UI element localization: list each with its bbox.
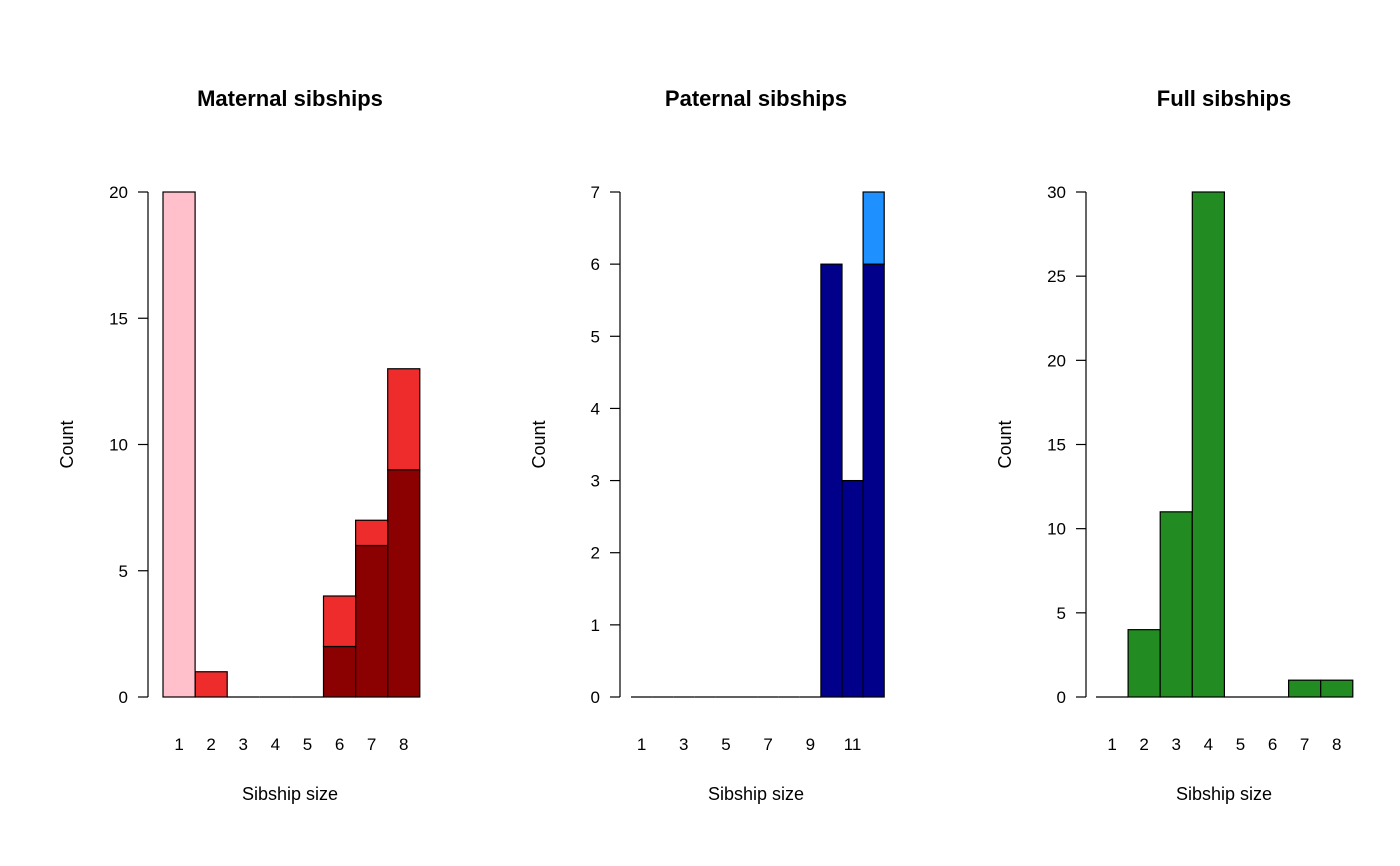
panel-title: Maternal sibships xyxy=(197,86,383,111)
y-tick-label: 4 xyxy=(591,399,600,418)
x-tick-label: 7 xyxy=(1300,735,1309,754)
y-tick-label: 20 xyxy=(1047,351,1066,370)
y-tick-label: 25 xyxy=(1047,267,1066,286)
x-tick-label: 4 xyxy=(1204,735,1213,754)
x-tick-label: 1 xyxy=(1107,735,1116,754)
x-tick-label: 2 xyxy=(206,735,215,754)
y-tick-label: 1 xyxy=(591,616,600,635)
y-tick-label: 3 xyxy=(591,472,600,491)
y-tick-label: 0 xyxy=(591,688,600,707)
bar-3-series-1 xyxy=(1159,511,1193,698)
y-tick-label: 0 xyxy=(1057,688,1066,707)
panel-title: Paternal sibships xyxy=(665,86,847,111)
y-tick-label: 5 xyxy=(119,562,128,581)
y-tick-label: 0 xyxy=(119,688,128,707)
x-axis-label: Sibship size xyxy=(708,784,804,804)
y-tick-label: 15 xyxy=(109,309,128,328)
y-tick-label: 2 xyxy=(591,544,600,563)
bar-8-series-1 xyxy=(1320,679,1354,698)
bar-7-series-1 xyxy=(1287,679,1322,698)
bar-11-series-1 xyxy=(841,479,864,698)
x-tick-label: 6 xyxy=(335,735,344,754)
x-tick-label: 11 xyxy=(844,735,862,754)
y-tick-label: 7 xyxy=(591,183,600,202)
x-tick-label: 2 xyxy=(1139,735,1148,754)
x-tick-label: 8 xyxy=(399,735,408,754)
bar-8-series-1 xyxy=(387,469,421,698)
bar-8-series-2 xyxy=(387,368,421,471)
y-tick-label: 5 xyxy=(591,327,600,346)
y-tick-label: 20 xyxy=(109,183,128,202)
y-tick-label: 6 xyxy=(591,255,600,274)
bar-10-series-1 xyxy=(820,263,843,698)
panel-1: Maternal sibships 0 5 10 15 20 Count 1 2 3 4 5 6 7 8 Si… xyxy=(57,86,421,804)
bar-7-series-2 xyxy=(355,519,389,547)
x-tick-label: 5 xyxy=(721,735,730,754)
y-tick-label: 10 xyxy=(109,436,128,455)
x-tick-label: 3 xyxy=(679,735,688,754)
panel-2: Paternal sibships 0 1 2 3 4 5 6 7 Count 1 3 5 7 9 11 Sib… xyxy=(529,86,885,804)
bar-2-series-1 xyxy=(1127,629,1161,698)
x-tick-label: 7 xyxy=(367,735,376,754)
x-tick-label: 9 xyxy=(806,735,815,754)
y-axis-label: Count xyxy=(995,420,1015,468)
bar-12-series-2 xyxy=(862,191,885,265)
y-axis-label: Count xyxy=(57,420,77,468)
bar-2-series-2 xyxy=(194,671,228,698)
bar-7-series-1 xyxy=(355,544,389,698)
bar-4-series-1 xyxy=(1191,191,1226,698)
x-axis-label: Sibship size xyxy=(1176,784,1272,804)
x-tick-label: 7 xyxy=(763,735,772,754)
panel-3: Full sibships 0 5 10 15 20 25 30 Count 1 2 3 4 5 6 7 8 Si… xyxy=(995,86,1354,804)
x-tick-label: 1 xyxy=(637,735,646,754)
x-tick-label: 3 xyxy=(1172,735,1181,754)
panel-title: Full sibships xyxy=(1157,86,1291,111)
bar-1-series-3 xyxy=(162,191,196,698)
y-tick-label: 10 xyxy=(1047,520,1066,539)
y-tick-label: 30 xyxy=(1047,183,1066,202)
x-tick-label: 1 xyxy=(174,735,183,754)
bar-12-series-1 xyxy=(862,263,885,698)
x-tick-label: 4 xyxy=(271,735,280,754)
x-tick-label: 8 xyxy=(1332,735,1341,754)
x-tick-label: 3 xyxy=(239,735,248,754)
x-tick-label: 5 xyxy=(1236,735,1245,754)
x-axis-label: Sibship size xyxy=(242,784,338,804)
bar-6-series-1 xyxy=(322,645,357,698)
x-tick-label: 6 xyxy=(1268,735,1277,754)
y-tick-label: 15 xyxy=(1047,436,1066,455)
x-tick-label: 5 xyxy=(303,735,312,754)
bar-6-series-2 xyxy=(322,595,357,648)
y-tick-label: 5 xyxy=(1057,604,1066,623)
y-axis-label: Count xyxy=(529,420,549,468)
